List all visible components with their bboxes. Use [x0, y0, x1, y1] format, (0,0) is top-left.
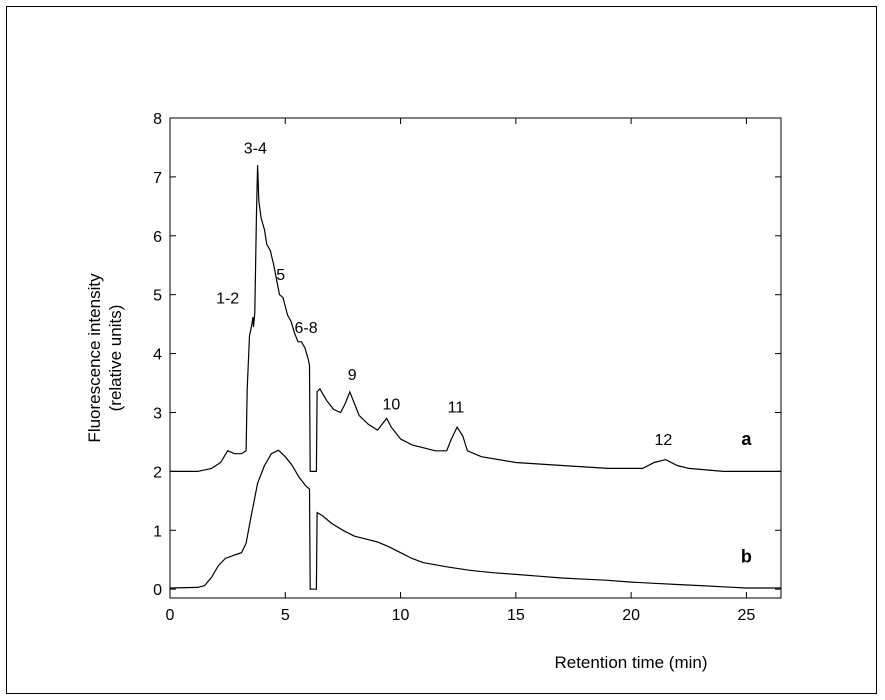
series-label: b	[741, 547, 752, 567]
x-tick-label: 0	[166, 607, 175, 624]
x-tick-label: 20	[622, 607, 640, 624]
series-group	[170, 165, 781, 589]
series-line-b	[170, 450, 781, 589]
peak-label: 12	[655, 432, 673, 449]
x-tick-label: 5	[281, 607, 290, 624]
y-tick-label: 8	[153, 111, 162, 128]
peak-label: 5	[276, 267, 285, 284]
series-line-a	[170, 165, 781, 471]
y-tick-label: 2	[153, 464, 162, 481]
series-label: a	[741, 429, 752, 449]
plot-area-frame	[170, 118, 781, 598]
x-axis-label: Retention time (min)	[554, 653, 707, 672]
y-tick-label: 3	[153, 405, 162, 422]
y-tick-label: 6	[153, 229, 162, 246]
y-tick-label: 5	[153, 288, 162, 305]
x-tick-label: 10	[392, 607, 410, 624]
y-tick-label: 7	[153, 170, 162, 187]
peak-label: 6-8	[294, 320, 317, 337]
y-tick-label: 1	[153, 523, 162, 540]
peak-label: 9	[348, 367, 357, 384]
peak-label: 11	[448, 399, 465, 416]
y-axis-label-line1: Fluorescence intensity	[85, 273, 104, 443]
x-tick-label: 25	[738, 607, 756, 624]
labels-group: 1-2 3-4 5 6-8 9 10 11 12 a b	[216, 140, 752, 566]
peak-label: 10	[382, 397, 400, 414]
y-tick-label: 0	[153, 582, 162, 599]
peak-label: 1-2	[216, 291, 239, 308]
y-tick-label: 4	[153, 347, 162, 364]
peak-label: 3-4	[244, 140, 267, 157]
x-tick-label: 15	[507, 607, 525, 624]
y-axis-label-line2: (relative units)	[106, 305, 125, 412]
